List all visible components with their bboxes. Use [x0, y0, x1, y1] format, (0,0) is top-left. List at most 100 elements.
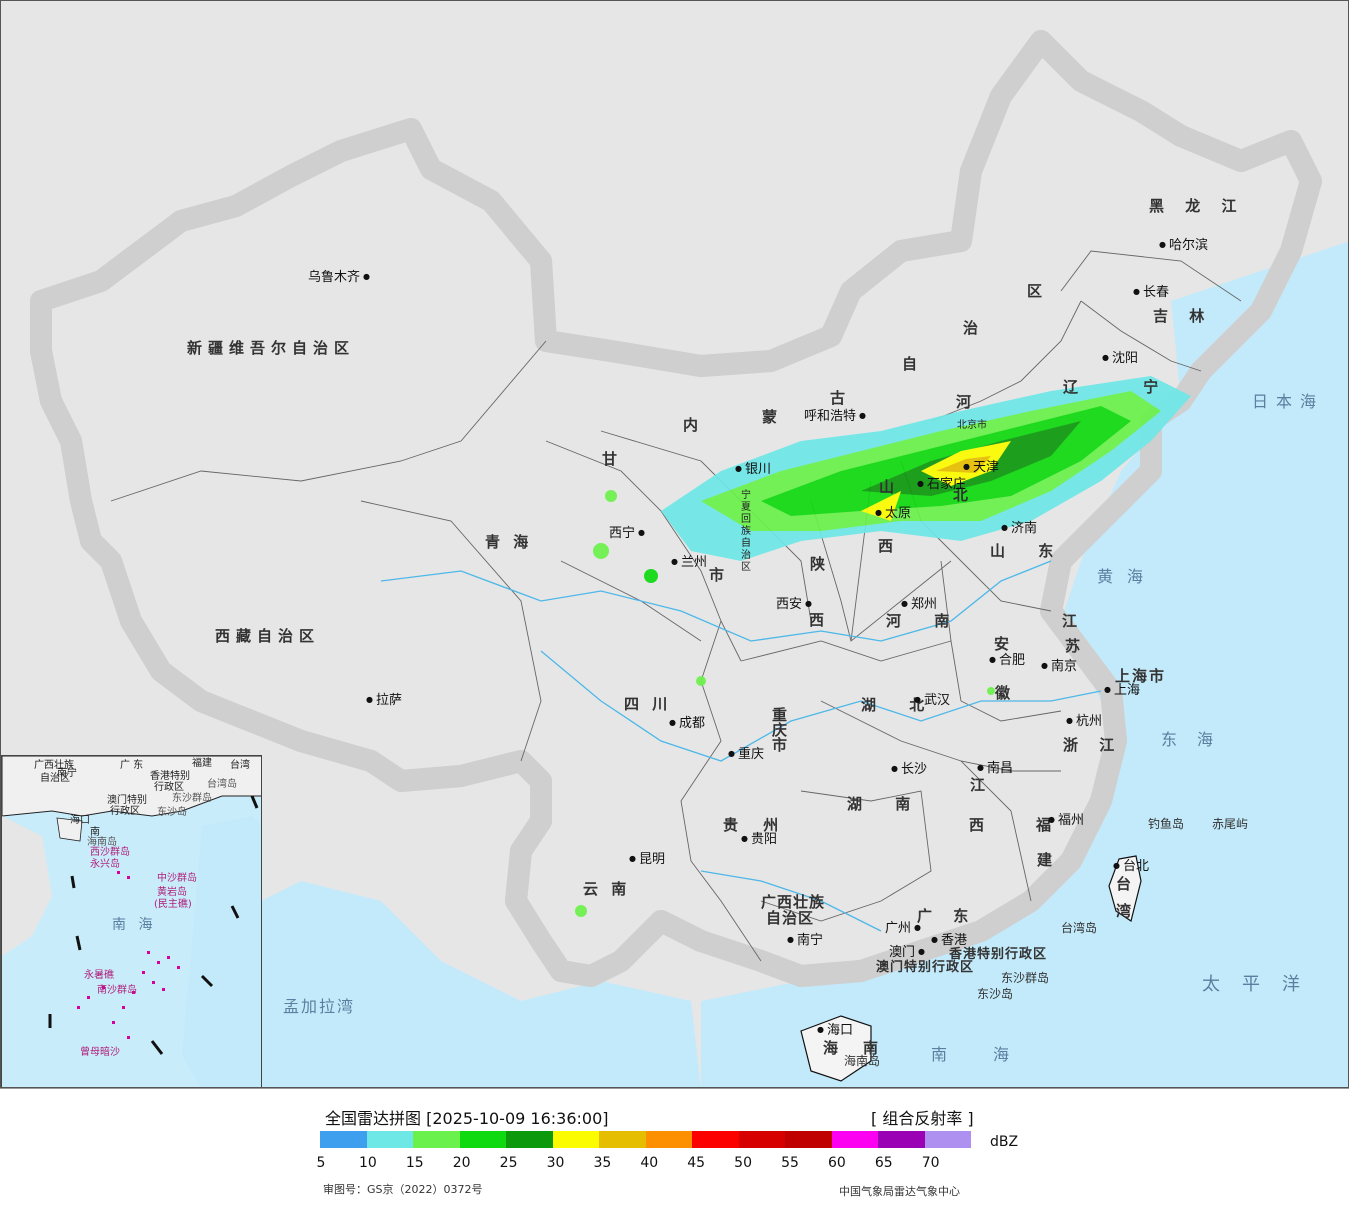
color-swatch-4: [506, 1131, 553, 1148]
label-tibet: 西藏自治区: [215, 627, 321, 645]
inset-hk: 香港特别: [150, 771, 190, 782]
city-jinan: 济南: [1001, 522, 1037, 535]
inset-south-sea: 南 海: [112, 917, 157, 933]
city-nanchang: 南昌: [977, 762, 1013, 775]
label-ningxia-3: 回: [741, 514, 751, 525]
city-beijing: 北京市: [957, 420, 987, 431]
inset-nanning: 南宁: [57, 768, 77, 779]
city-guangzhou: 广州: [885, 922, 921, 935]
color-tick-70: 70: [921, 1155, 940, 1171]
city-changchun: 长春: [1133, 286, 1169, 299]
color-tick-5: 5: [316, 1155, 326, 1171]
city-nanjing: 南京: [1041, 660, 1077, 673]
label-jiangxi-1: 江: [970, 776, 992, 794]
inset-huangyan: 黄岩岛: [157, 887, 187, 898]
inset-hainan-island: 海南岛: [87, 837, 117, 848]
color-swatch-3: [459, 1131, 506, 1148]
label-ningxia-1: 宁: [741, 490, 751, 501]
sea-japan: 日本海: [1252, 392, 1325, 411]
city-kunming: 昆明: [629, 853, 665, 866]
color-swatch-10: [785, 1131, 832, 1148]
color-tick-45: 45: [687, 1155, 706, 1171]
label-guizhou: 贵 州: [723, 816, 789, 834]
city-zhengzhou: 郑州: [901, 598, 937, 611]
island-chiwei: 赤尾屿: [1212, 817, 1249, 831]
sea-pacific: 太平洋: [1202, 974, 1322, 995]
label-hainan-2: 南: [863, 1039, 885, 1057]
island-diaoyu: 钓鱼岛: [1148, 817, 1185, 831]
inset-huangyan-2: (民主礁): [154, 899, 192, 910]
color-swatch-2: [413, 1131, 460, 1148]
island-taiwan: 台湾岛: [1061, 921, 1098, 935]
city-haikou: 海口: [817, 1024, 853, 1037]
color-swatch-7: [645, 1131, 692, 1148]
radar-map: 新疆维吾尔自治区 西藏自治区 青 海 甘 内 蒙 古 自 治 区 黑 龙 江 吉…: [0, 0, 1349, 1088]
inset-zhongsha: 中沙群岛: [157, 873, 197, 884]
label-guangxi-1: 广西壮族: [761, 893, 826, 911]
label-zhejiang: 浙 江: [1063, 736, 1123, 754]
island-dongsha-group: 东沙群岛: [1001, 971, 1050, 985]
rivers: [380, 560, 1102, 932]
inset-yongshu: 永暑礁: [84, 970, 114, 981]
legend-product: [ 组合反射率 ]: [871, 1109, 974, 1128]
label-jiangsu-1: 江: [1062, 612, 1084, 630]
inset-guangxi-2: 自治区: [40, 773, 70, 784]
label-shandong: 山 东: [990, 542, 1068, 560]
city-xian: 西安: [776, 598, 812, 611]
sea-south: 南海: [931, 1045, 1056, 1064]
inset-taiwan-island: 台湾岛: [207, 779, 237, 790]
credit: 中国气象局雷达气象中心: [839, 1185, 960, 1198]
color-swatch-1: [366, 1131, 413, 1148]
city-lhasa: 拉萨: [366, 694, 402, 707]
label-xinjiang: 新疆维吾尔自治区: [187, 339, 356, 357]
color-swatch-5: [552, 1131, 599, 1148]
inset-taiwan: 台湾: [230, 760, 250, 771]
color-tick-35: 35: [593, 1155, 612, 1171]
label-shanghai: 上海市: [1115, 667, 1167, 685]
color-swatch-9: [738, 1131, 785, 1148]
sea-yellow: 黄海: [1097, 567, 1158, 586]
city-hohhot: 呼和浩特: [804, 410, 866, 423]
label-chongqing: 重庆市: [772, 706, 790, 754]
label-hubei: 湖 北: [861, 696, 939, 714]
color-swatch-8: [692, 1131, 739, 1148]
label-nmg-1: 内: [683, 416, 705, 434]
color-tick-55: 55: [781, 1155, 799, 1171]
legend-unit: dBZ: [990, 1134, 1019, 1150]
color-bar: [320, 1131, 971, 1148]
province-borders: [110, 250, 1242, 962]
label-jilin: 吉 林: [1153, 307, 1213, 325]
city-hefei: 合肥: [989, 654, 1025, 667]
city-taiyuan: 太原: [875, 507, 911, 520]
pacific-ocean: [701, 241, 1348, 1087]
inset-xisha: 西沙群岛: [90, 847, 130, 858]
city-wuhan: 武汉: [914, 694, 950, 707]
color-swatch-12: [878, 1131, 925, 1148]
city-fuzhou: 福州: [1048, 814, 1084, 827]
label-ningxia-7: 区: [741, 562, 751, 573]
island-hainan: 海南岛: [844, 1054, 881, 1068]
city-taibei: 台北: [1113, 860, 1149, 873]
color-tick-60: 60: [827, 1155, 846, 1171]
label-nmg-2: 蒙: [762, 408, 784, 426]
radar-echoes: [575, 376, 1191, 917]
city-chongqing: 重庆: [728, 748, 764, 761]
label-hebei-1: 河: [956, 393, 978, 411]
label-anhui-1: 安: [994, 635, 1016, 653]
label-liaoning: 辽 宁: [1063, 378, 1189, 396]
inset-fujian: 福建: [192, 758, 212, 769]
label-shaanxi-2: 西: [809, 611, 831, 629]
sea-east: 东海: [1161, 730, 1234, 749]
color-tick-40: 40: [640, 1155, 659, 1171]
label-anhui-2: 徽: [995, 684, 1017, 702]
approval-number: 审图号：GS京（2022）0372号: [323, 1183, 483, 1196]
city-yinchuan: 银川: [735, 463, 771, 476]
city-shanghai: 上海: [1104, 684, 1140, 697]
label-shanxi-2: 西: [878, 537, 900, 555]
color-tick-10: 10: [358, 1155, 377, 1171]
city-guiyang: 贵阳: [741, 833, 777, 846]
sea-bengal: 孟加拉湾: [283, 997, 356, 1016]
inset-zengmu: 曾母暗沙: [80, 1047, 120, 1058]
label-yunnan: 云 南: [583, 880, 631, 898]
inset-yongxing: 永兴岛: [90, 859, 120, 870]
